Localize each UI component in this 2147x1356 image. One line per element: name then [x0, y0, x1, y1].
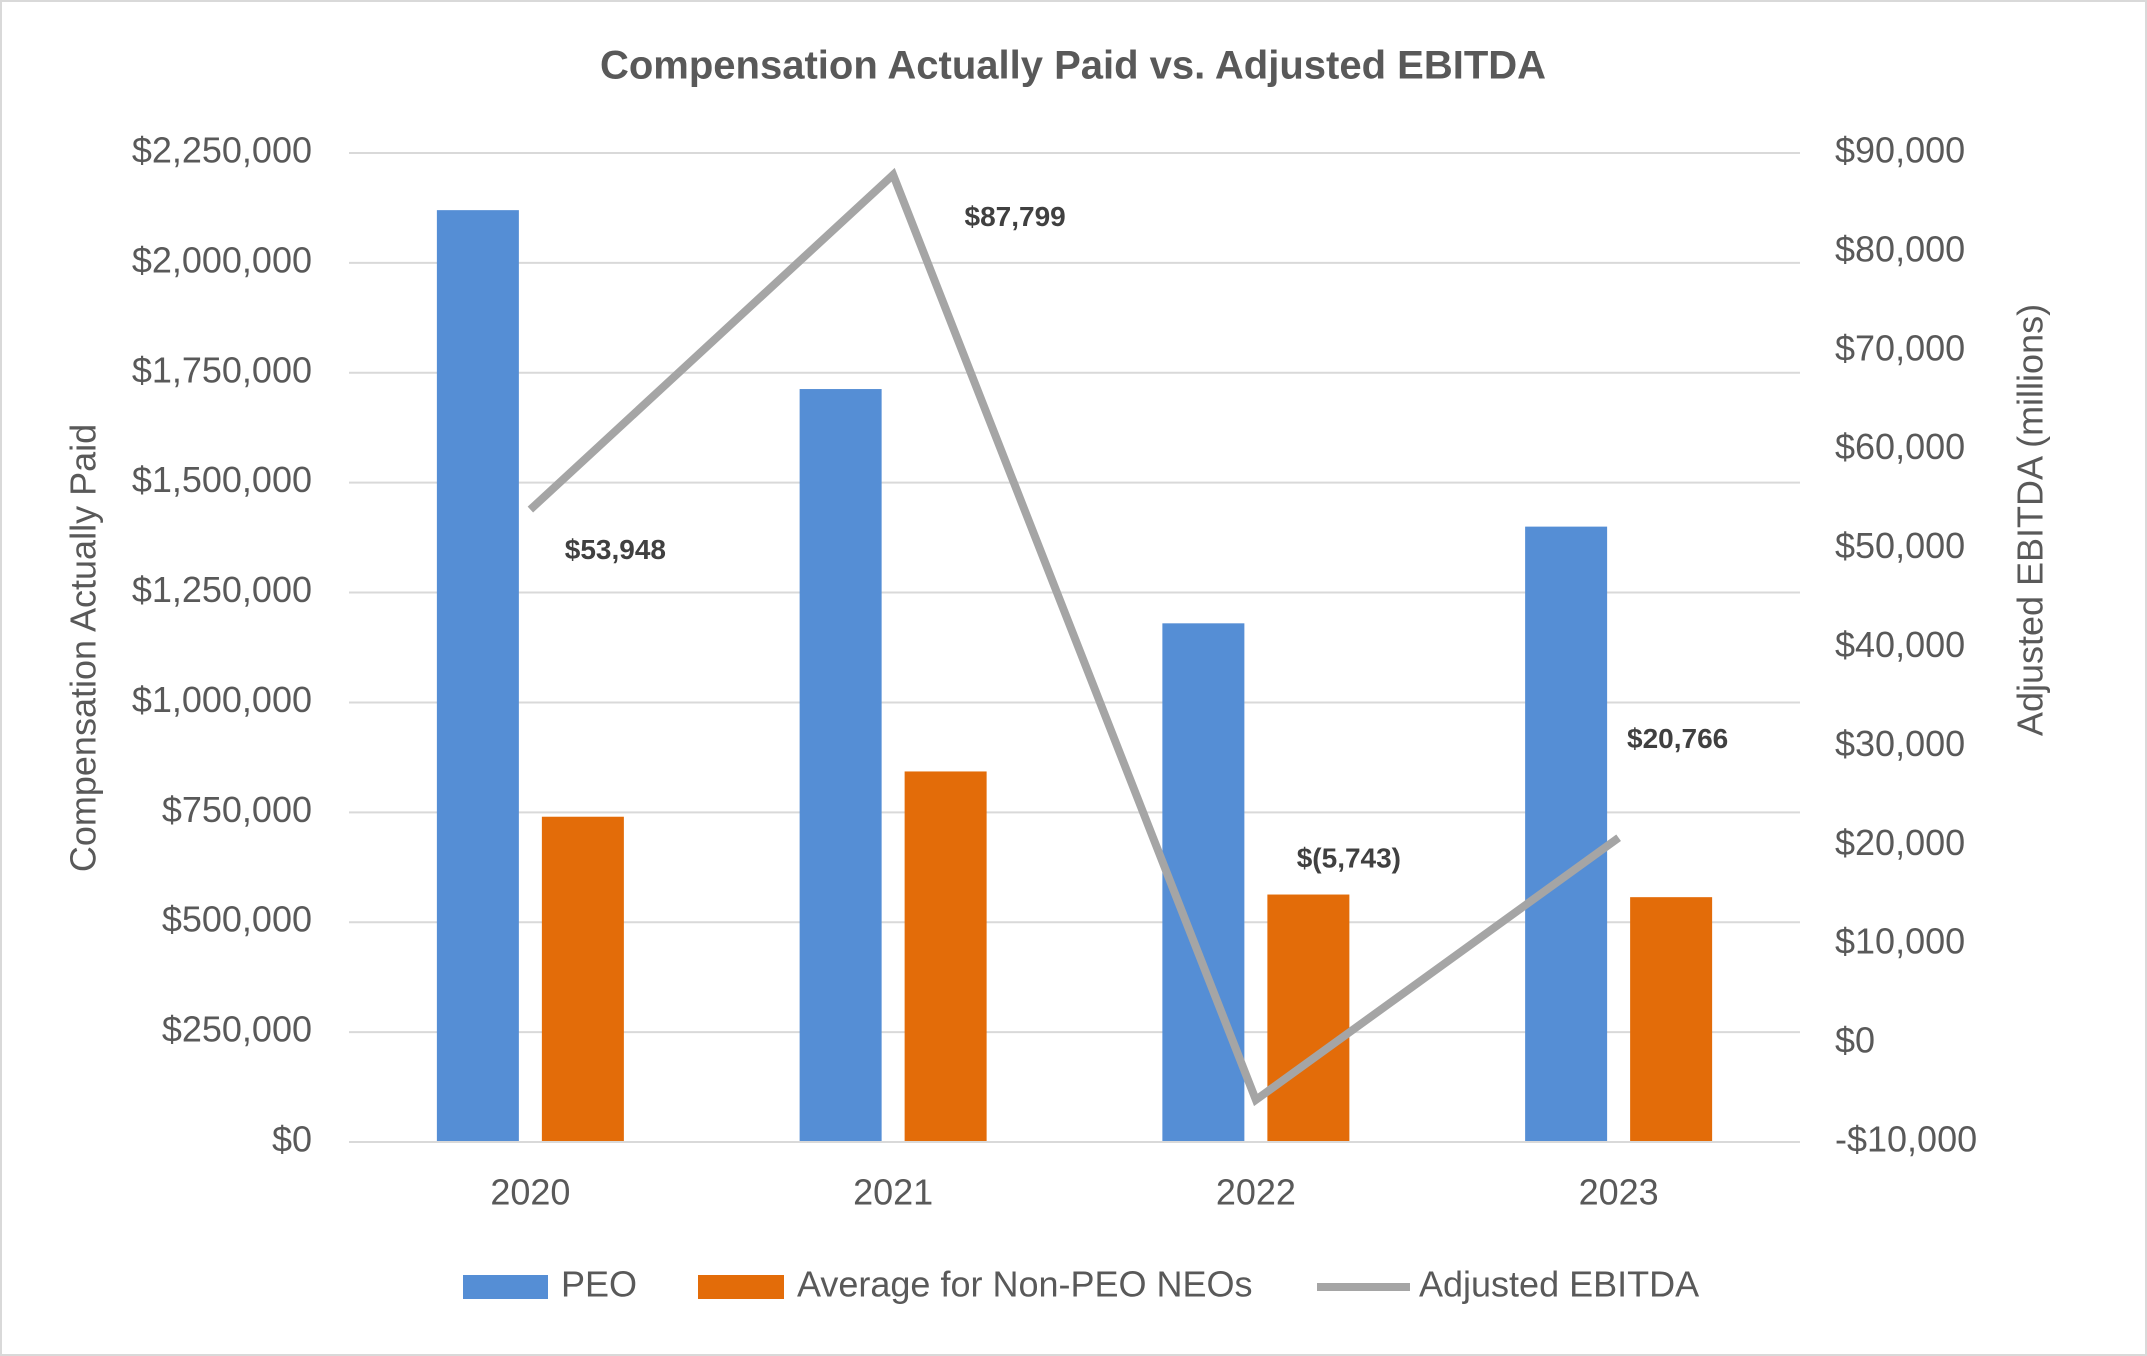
- y2-tick-label: $20,000: [1835, 822, 1965, 863]
- y-tick-label: $2,000,000: [132, 239, 312, 280]
- y-tick-label: $0: [272, 1119, 312, 1160]
- bar: [1630, 897, 1713, 1142]
- x-tick-label: 2023: [1579, 1172, 1659, 1213]
- bar: [1267, 894, 1350, 1142]
- y-axis-title: Compensation Actually Paid: [63, 424, 104, 872]
- y-tick-label: $1,250,000: [132, 569, 312, 610]
- x-tick-label: 2020: [490, 1172, 570, 1213]
- bar: [904, 771, 987, 1142]
- y-tick-label: $2,250,000: [132, 130, 312, 171]
- bar: [1525, 526, 1608, 1142]
- y-tick-label: $1,750,000: [132, 349, 312, 390]
- y2-tick-label: $90,000: [1835, 130, 1965, 171]
- bar: [799, 389, 882, 1142]
- chart-title: Compensation Actually Paid vs. Adjusted …: [600, 44, 1546, 88]
- y2-tick-label: $30,000: [1835, 723, 1965, 764]
- y-tick-label: $750,000: [162, 789, 312, 830]
- y-tick-label: $500,000: [162, 899, 312, 940]
- legend-swatch: [698, 1275, 784, 1299]
- legend-label: PEO: [561, 1264, 637, 1305]
- y-tick-label: $250,000: [162, 1009, 312, 1050]
- y2-tick-label: $0: [1835, 1020, 1875, 1061]
- y2-tick-label: $40,000: [1835, 624, 1965, 665]
- bar: [436, 210, 519, 1143]
- y-tick-label: $1,000,000: [132, 679, 312, 720]
- y2-axis-title: Adjusted EBITDA (millions): [2010, 304, 2051, 736]
- y2-tick-label: $70,000: [1835, 327, 1965, 368]
- data-label: $(5,743): [1297, 842, 1401, 873]
- y2-tick-label: $10,000: [1835, 921, 1965, 962]
- line: [527, 167, 1621, 1107]
- data-label: $87,799: [965, 201, 1066, 232]
- x-tick-label: 2021: [853, 1172, 933, 1213]
- legend-label: Average for Non-PEO NEOs: [797, 1264, 1253, 1305]
- y2-tick-label: $50,000: [1835, 525, 1965, 566]
- bar: [541, 816, 624, 1142]
- legend-swatch: [463, 1275, 548, 1299]
- y2-tick-label: $60,000: [1835, 426, 1965, 467]
- x-tick-label: 2022: [1216, 1172, 1296, 1213]
- y-tick-label: $1,500,000: [132, 459, 312, 500]
- data-label: $20,766: [1627, 723, 1728, 754]
- y2-tick-label: -$10,000: [1835, 1119, 1977, 1160]
- data-label: $53,948: [565, 534, 666, 565]
- bar: [1162, 623, 1245, 1142]
- legend-label: Adjusted EBITDA: [1419, 1264, 1699, 1305]
- y2-tick-label: $80,000: [1835, 228, 1965, 269]
